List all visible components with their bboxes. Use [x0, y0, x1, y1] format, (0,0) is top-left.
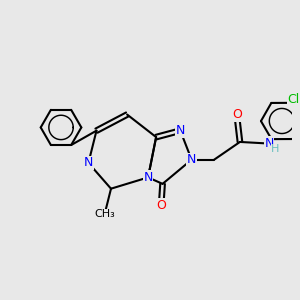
Text: N: N — [264, 137, 274, 150]
Text: H: H — [271, 144, 280, 154]
Text: N: N — [187, 153, 196, 166]
Text: O: O — [156, 199, 166, 212]
Text: N: N — [176, 124, 185, 137]
Text: Cl: Cl — [287, 93, 300, 106]
Text: CH₃: CH₃ — [94, 209, 115, 220]
Text: N: N — [143, 171, 153, 184]
Text: N: N — [84, 156, 93, 170]
Text: O: O — [232, 108, 242, 121]
